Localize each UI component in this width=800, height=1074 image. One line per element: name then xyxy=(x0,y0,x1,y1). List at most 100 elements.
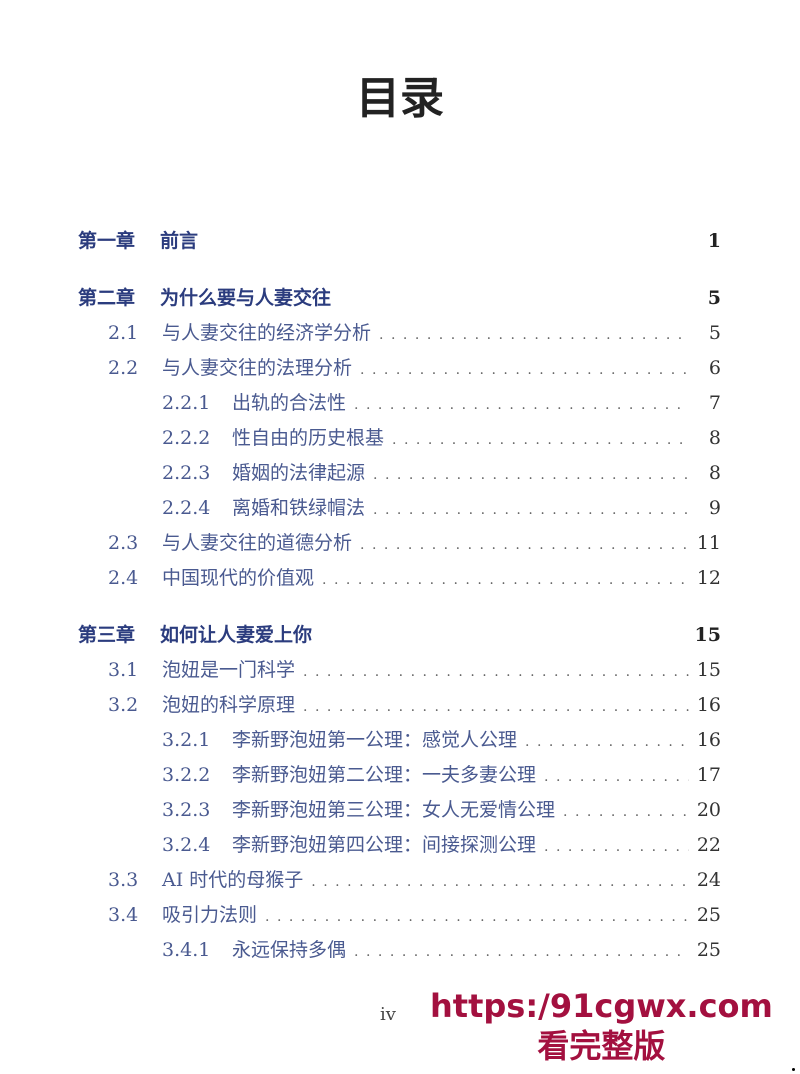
dot-leader: ........................................… xyxy=(392,432,689,448)
entry-title: AI 时代的母猴子 xyxy=(162,869,304,891)
entry-number: 3.2.3 xyxy=(162,799,211,821)
toc-entry[interactable]: 3.2.2 李新野泡妞第二公理：一夫多妻公理...................… xyxy=(78,758,721,793)
toc-entry[interactable]: 3.2.1 李新野泡妞第一公理：感觉人公理....................… xyxy=(78,723,721,758)
toc-entry[interactable]: 第三章如何让人妻爱上你.............................… xyxy=(78,618,721,653)
toc-entry[interactable]: 2.4 中国现代的价值观.............................… xyxy=(78,561,721,596)
entry-number: 3.2 xyxy=(108,694,139,716)
entry-number: 3.4.1 xyxy=(162,939,211,961)
toc-entry[interactable]: 第一章前言...................................… xyxy=(78,224,721,259)
entry-title: 中国现代的价值观 xyxy=(162,567,315,589)
watermark-url: https:/91cgwx.com xyxy=(430,987,773,1025)
entry-title: 婚姻的法律起源 xyxy=(232,462,366,484)
entry-title: 性自由的历史根基 xyxy=(232,427,385,449)
entry-number: 2.1 xyxy=(108,322,139,344)
entry-page: 15 xyxy=(696,659,721,681)
dot-leader: ........................................… xyxy=(525,734,689,750)
entry-title: 李新野泡妞第四公理：间接探测公理 xyxy=(232,834,537,856)
toc-entry[interactable]: 2.2.4 离婚和铁绿帽法............................… xyxy=(78,491,721,526)
dot-leader: ........................................… xyxy=(265,909,689,925)
toc-entry[interactable]: 2.2.3 婚姻的法律起源............................… xyxy=(78,456,721,491)
entry-number: 第二章 xyxy=(78,287,136,309)
dot-leader: ........................................… xyxy=(563,804,689,820)
entry-title: 如何让人妻爱上你 xyxy=(160,624,313,646)
dot-leader: ........................................… xyxy=(354,944,689,960)
entry-page: 20 xyxy=(696,799,721,821)
entry-number: 3.1 xyxy=(108,659,139,681)
dot-leader: ........................................… xyxy=(354,397,689,413)
entry-number: 3.2.2 xyxy=(162,764,211,786)
entry-number: 3.2.4 xyxy=(162,834,211,856)
entry-number: 2.3 xyxy=(108,532,139,554)
entry-page: 1 xyxy=(707,230,721,252)
entry-title: 泡妞是一门科学 xyxy=(162,659,296,681)
entry-page: 9 xyxy=(708,497,721,519)
entry-page: 16 xyxy=(696,694,721,716)
toc-entry[interactable]: 2.1 与人妻交往的经济学分析..........................… xyxy=(78,316,721,351)
entry-page: 8 xyxy=(708,462,721,484)
entry-number: 2.4 xyxy=(108,567,139,589)
watermark-text: 看完整版 xyxy=(537,1027,666,1065)
entry-number: 3.4 xyxy=(108,904,139,926)
entry-page: 7 xyxy=(708,392,721,414)
entry-title: 与人妻交往的法理分析 xyxy=(162,357,353,379)
entry-title: 李新野泡妞第三公理：女人无爱情公理 xyxy=(232,799,556,821)
entry-number: 3.3 xyxy=(108,869,139,891)
entry-title: 离婚和铁绿帽法 xyxy=(232,497,366,519)
entry-page: 5 xyxy=(708,322,721,344)
toc-entry[interactable]: 2.3 与人妻交往的道德分析...........................… xyxy=(78,526,721,561)
entry-title: 泡妞的科学原理 xyxy=(162,694,296,716)
entry-number: 2.2.1 xyxy=(162,392,211,414)
entry-title: 前言 xyxy=(160,230,199,252)
entry-title: 与人妻交往的道德分析 xyxy=(162,532,353,554)
dot-leader: ........................................… xyxy=(303,664,689,680)
entry-page: 11 xyxy=(696,532,721,554)
entry-title: 永远保持多偶 xyxy=(232,939,347,961)
entry-title: 与人妻交往的经济学分析 xyxy=(162,322,372,344)
entry-page: 25 xyxy=(696,904,721,926)
entry-number: 2.2 xyxy=(108,357,139,379)
toc-entry[interactable]: 3.1 泡妞是一门科学..............................… xyxy=(78,653,721,688)
dot-leader: ........................................… xyxy=(322,572,689,588)
table-of-contents: 第一章 前言...................................… xyxy=(78,224,721,968)
entry-page: 24 xyxy=(696,869,721,891)
toc-entry[interactable]: 2.2.1 出轨的合法性.............................… xyxy=(78,386,721,421)
entry-title: 李新野泡妞第二公理：一夫多妻公理 xyxy=(232,764,537,786)
toc-entry[interactable]: 第二章为什么要与人妻交往............................… xyxy=(78,281,721,316)
entry-number: 2.2.2 xyxy=(162,427,211,449)
dot-leader: ........................................… xyxy=(360,537,689,553)
entry-title: 为什么要与人妻交往 xyxy=(160,287,332,309)
dot-leader: ........................................… xyxy=(379,327,689,343)
entry-title: 李新野泡妞第一公理：感觉人公理 xyxy=(232,729,518,751)
entry-page: 6 xyxy=(708,357,721,379)
decorative-dot xyxy=(792,1068,795,1071)
entry-page: 12 xyxy=(696,567,721,589)
dot-leader: ........................................… xyxy=(544,769,689,785)
toc-entry[interactable]: 3.2.3 李新野泡妞第三公理：女人无爱情公理..................… xyxy=(78,793,721,828)
dot-leader: ........................................… xyxy=(360,362,689,378)
toc-entry[interactable]: 2.2 与人妻交往的法理分析...........................… xyxy=(78,351,721,386)
dot-leader: ........................................… xyxy=(303,699,689,715)
watermark: https:/91cgwx.com 看完整版 xyxy=(430,986,773,1066)
entry-number: 第三章 xyxy=(78,624,136,646)
page-number: iv xyxy=(380,1004,396,1025)
dot-leader: ........................................… xyxy=(373,502,689,518)
dot-leader: ........................................… xyxy=(311,874,689,890)
dot-leader: ........................................… xyxy=(373,467,689,483)
entry-number: 2.2.3 xyxy=(162,462,211,484)
toc-entry[interactable]: 3.2 泡妞的科学原理..............................… xyxy=(78,688,721,723)
toc-entry[interactable]: 3.4 吸引力法则................................… xyxy=(78,898,721,933)
entry-number: 3.2.1 xyxy=(162,729,211,751)
entry-page: 5 xyxy=(707,287,721,309)
toc-entry[interactable]: 3.3 AI 时代的母猴子............................… xyxy=(78,863,721,898)
entry-number: 第一章 xyxy=(78,230,136,252)
entry-page: 17 xyxy=(696,764,721,786)
toc-entry[interactable]: 3.2.4 李新野泡妞第四公理：间接探测公理...................… xyxy=(78,828,721,863)
toc-entry[interactable]: 2.2.2 性自由的历史根基...........................… xyxy=(78,421,721,456)
entry-number: 2.2.4 xyxy=(162,497,211,519)
entry-page: 25 xyxy=(696,939,721,961)
entry-page: 8 xyxy=(708,427,721,449)
entry-title: 出轨的合法性 xyxy=(232,392,347,414)
toc-entry[interactable]: 3.4.1 永远保持多偶.............................… xyxy=(78,933,721,968)
entry-title: 吸引力法则 xyxy=(162,904,258,926)
dot-leader: ........................................… xyxy=(544,839,689,855)
